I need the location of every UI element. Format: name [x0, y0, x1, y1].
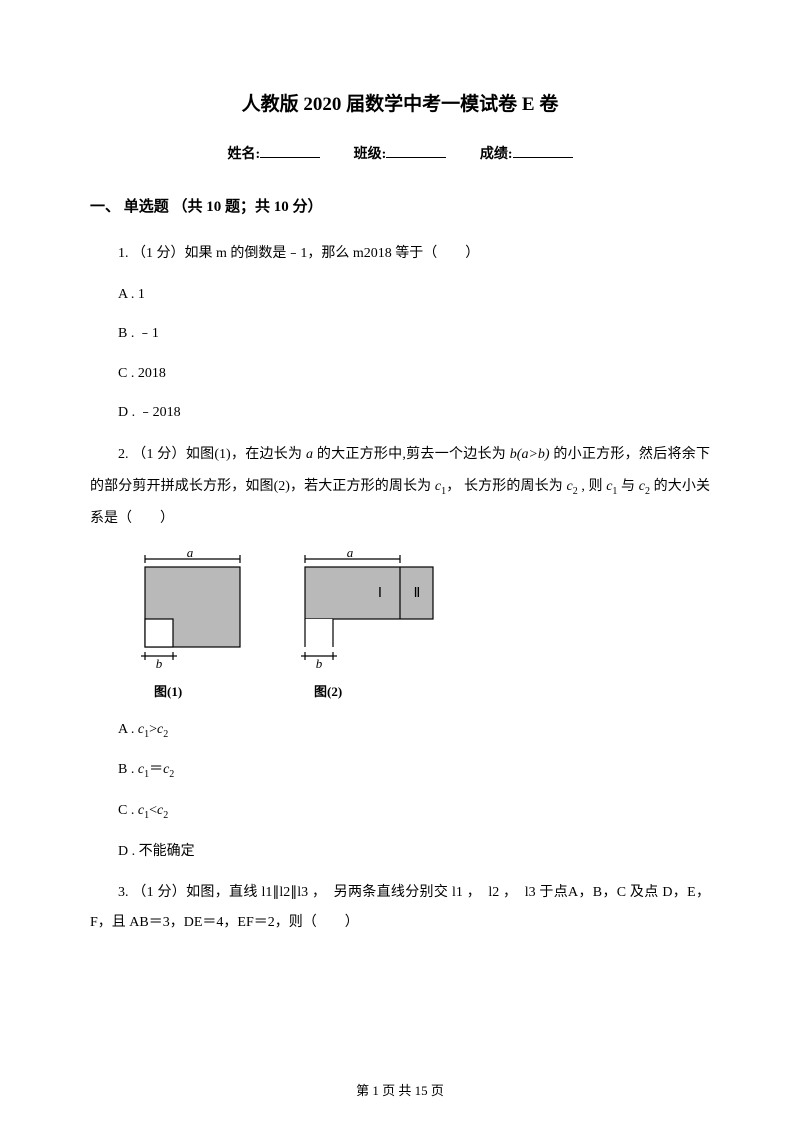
q2a-pre: A .: [118, 722, 138, 737]
q2b-pre: B .: [118, 762, 138, 777]
q2c-s2: 2: [163, 810, 168, 821]
figure-2-caption: 图(2): [290, 682, 450, 703]
q2c-op: <: [149, 803, 157, 818]
name-blank[interactable]: [260, 144, 320, 158]
question-1: 1. （1 分）如果 m 的倒数是﹣1，那么 m2018 等于（ ）: [90, 239, 710, 268]
q2-option-d: D . 不能确定: [118, 839, 710, 864]
q2b-s2: 2: [169, 769, 174, 780]
q2-figures: a b 图(1) a b Ⅰ Ⅱ: [130, 549, 710, 702]
q2-text-mid3: ， 长方形的周长为: [446, 479, 566, 494]
figure-1-svg: a b: [130, 549, 250, 669]
question-2: 2. （1 分）如图(1)，在边长为 a 的大正方形中,剪去一个边长为 b(a>…: [90, 439, 710, 536]
class-blank[interactable]: [386, 144, 446, 158]
page-title: 人教版 2020 届数学中考一模试卷 E 卷: [90, 90, 710, 120]
score-label: 成绩:: [480, 144, 513, 166]
q2-text-mid4: , 则: [578, 479, 607, 494]
q2-text-mid5: 与: [617, 479, 638, 494]
figure-1-caption: 图(1): [130, 682, 250, 703]
figure-2-svg: a b Ⅰ Ⅱ: [290, 549, 450, 669]
class-label: 班级:: [354, 144, 387, 166]
figure-1-wrap: a b 图(1): [130, 549, 250, 702]
q1-option-a: A . 1: [118, 282, 710, 307]
svg-text:Ⅰ: Ⅰ: [378, 586, 382, 601]
page-footer: 第 1 页 共 15 页: [0, 1081, 800, 1102]
score-blank[interactable]: [513, 144, 573, 158]
q2-var-a: a: [306, 447, 313, 462]
svg-text:Ⅱ: Ⅱ: [414, 586, 421, 601]
section-1-header: 一、 单选题 （共 10 题；共 10 分）: [90, 195, 710, 219]
q2b-op: ＝: [149, 762, 163, 777]
question-3: 3. （1 分）如图，直线 l1∥l2∥l3 ， 另两条直线分别交 l1 ， l…: [90, 878, 710, 937]
q1-option-d: D . ﹣2018: [118, 400, 710, 425]
q2-text-pre: 2. （1 分）如图(1)，在边长为: [118, 447, 306, 462]
name-label: 姓名:: [227, 144, 260, 166]
q2a-op: >: [149, 722, 157, 737]
q2-text-mid1: 的大正方形中,剪去一个边长为: [313, 447, 510, 462]
q1-option-c: C . 2018: [118, 361, 710, 386]
svg-text:b: b: [316, 656, 323, 669]
q2a-s2: 2: [163, 728, 168, 739]
q2c-pre: C .: [118, 803, 138, 818]
q2-var-b: b(a>b): [510, 447, 550, 462]
q1-option-b: B . ﹣1: [118, 321, 710, 346]
svg-text:a: a: [347, 549, 354, 560]
svg-text:b: b: [156, 656, 163, 669]
q2-option-b: B . c1＝c2: [118, 757, 710, 784]
svg-text:a: a: [187, 549, 194, 560]
student-info-line: 姓名: 班级: 成绩:: [90, 144, 710, 166]
q2-option-a: A . c1>c2: [118, 717, 710, 744]
figure-2-wrap: a b Ⅰ Ⅱ 图(2): [290, 549, 450, 702]
q2-option-c: C . c1<c2: [118, 798, 710, 825]
